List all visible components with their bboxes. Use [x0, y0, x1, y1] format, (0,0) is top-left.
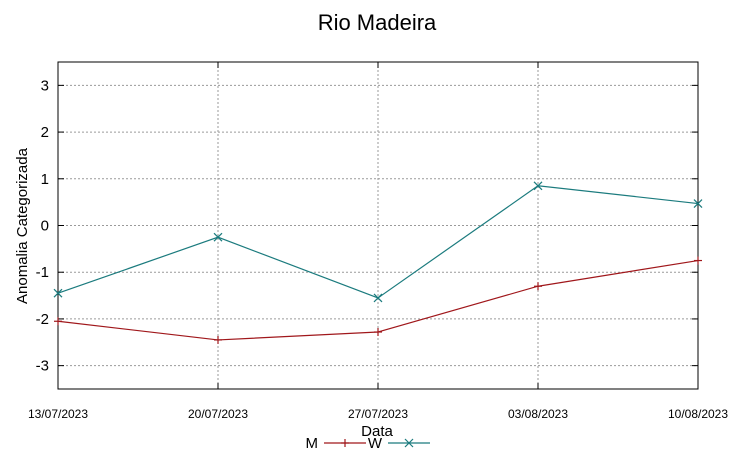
data-point-W-d2: [693, 199, 703, 208]
legend-marker-W: [404, 438, 414, 448]
x-tick-label: 20/07/2023: [188, 407, 248, 421]
y-tick-label: 3: [41, 77, 49, 94]
legend-marker-M: [341, 439, 349, 447]
data-point-W: [373, 293, 383, 303]
series-lines: [53, 181, 703, 344]
x-tick-label: 10/08/2023: [668, 407, 728, 421]
data-point-W-d2: [53, 288, 63, 298]
data-point-W: [693, 199, 703, 208]
data-point-W: [53, 288, 63, 298]
x-tick-label: 13/07/2023: [28, 407, 88, 421]
y-tick-label: 1: [41, 171, 49, 188]
y-tick-label: 2: [41, 124, 49, 141]
data-point-W: [213, 232, 223, 242]
data-point-M: [374, 328, 382, 337]
y-axis-label: Anomalia Categorizada: [14, 147, 31, 304]
data-point-W-d2: [373, 293, 383, 303]
x-tick-label: 27/07/2023: [348, 407, 408, 421]
x-axis-label: Data: [361, 423, 393, 440]
legend-label-W: W: [368, 435, 383, 452]
data-point-M: [54, 317, 62, 326]
x-tick-label: 03/08/2023: [508, 407, 568, 421]
data-point-M: [694, 256, 702, 265]
data-point-M: [534, 282, 542, 291]
y-tick-label: -2: [36, 311, 49, 328]
data-point-W: [533, 181, 543, 191]
legend-marker-W-d2: [404, 438, 414, 448]
chart-title: Rio Madeira: [318, 10, 437, 35]
data-point-W-d2: [533, 181, 543, 191]
data-point-M: [214, 335, 222, 344]
grid-lines: [58, 62, 698, 389]
legend-label-M: M: [306, 435, 319, 452]
axis-ticks: 3 2 1 0 -1 -2 -3 13/07/2023 20/07/2023 27/07/2023…: [28, 62, 728, 421]
y-tick-label: -3: [36, 358, 49, 375]
y-tick-label: 0: [41, 218, 49, 235]
y-tick-label: -1: [36, 264, 49, 281]
data-point-W-d2: [213, 232, 223, 242]
